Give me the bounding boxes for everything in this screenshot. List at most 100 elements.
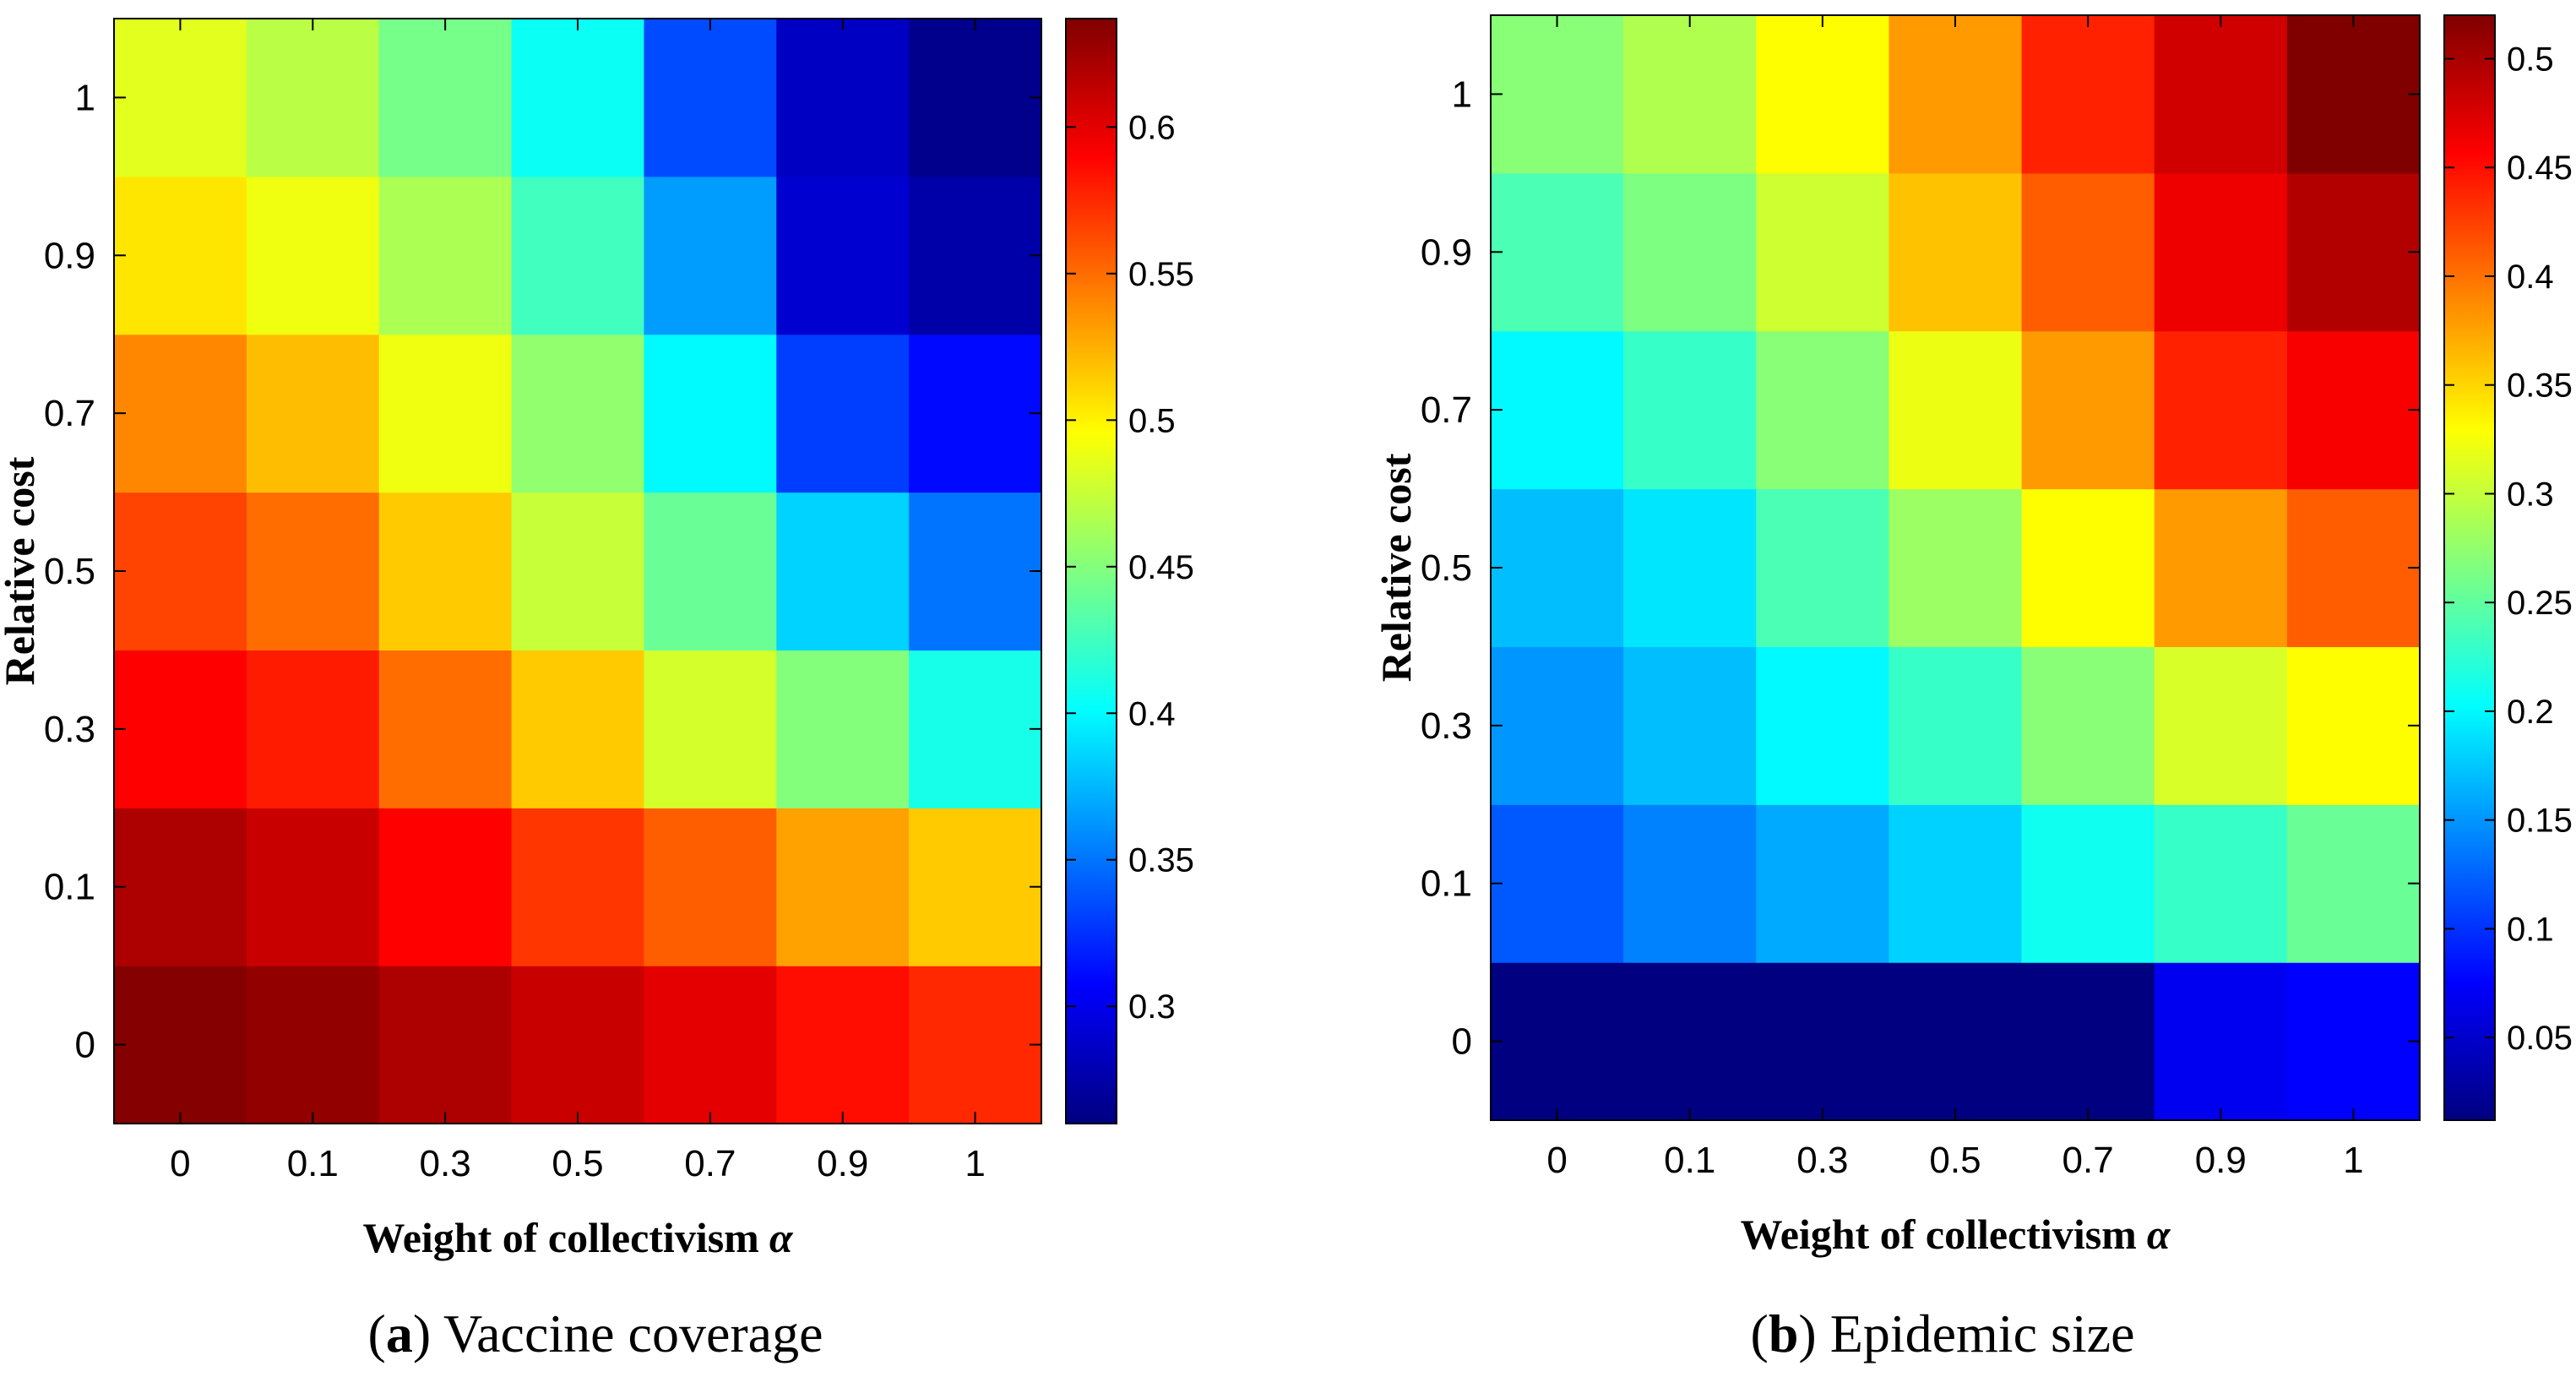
x-tick-label: 0.9 [2195,1140,2247,1181]
x-axis-title-text: Weight of collectivism [362,1214,758,1261]
y-tick-label: 0.7 [1421,389,1472,431]
colorbar [1065,18,1117,1124]
y-tick-label: 0.5 [44,551,95,592]
heatmap-cell [909,966,1042,1124]
heatmap-cell [114,650,247,808]
y-tick-label: 0.1 [44,867,95,908]
x-tick-label: 0.5 [552,1143,603,1184]
heatmap-cell [378,19,513,177]
alpha-symbol: α [2147,1211,2171,1258]
colorbar-tick-label: 0.35 [2507,367,2573,405]
y-tick-label: 0.3 [44,709,95,750]
panel-caption: (b) Epidemic size [1751,1304,2135,1363]
heatmap-cell [378,334,513,493]
heatmap-cell [2154,488,2288,648]
heatmap-cell [511,650,645,808]
colorbar-tick-label: 0.45 [2507,150,2573,187]
heatmap-cell [511,334,645,493]
heatmap-cell [644,334,777,493]
heatmap-cell [378,808,513,966]
heatmap-cell [909,650,1042,808]
heatmap-cell [246,492,380,651]
heatmap-cell [776,492,910,651]
heatmap-cell [644,650,777,808]
x-tick-label: 0.5 [1929,1140,1981,1181]
heatmap-cell [776,966,910,1124]
heatmap-cell [1623,804,1757,963]
y-axis-title: Relative cost [1372,453,1420,682]
x-tick-label: 0.7 [684,1143,736,1184]
colorbar-tick-label: 0.3 [2507,476,2554,513]
colorbar-tick-label: 0.3 [1128,988,1176,1026]
y-tick-label: 1 [1452,73,1472,115]
colorbar-tick-label: 0.25 [2507,585,2573,622]
heatmap-cell [1491,15,1624,174]
colorbar-tick-label: 0.2 [2507,694,2554,731]
y-axis-title: Relative cost [0,456,43,685]
x-tick-label: 0.9 [817,1143,868,1184]
heatmap-cell [378,966,513,1124]
colorbar-tick-label: 0.45 [1128,549,1194,586]
panel-caption: (a) Vaccine coverage [368,1304,823,1363]
heatmap-cell [2286,646,2421,805]
colorbar-tick-label: 0.55 [1128,256,1194,293]
caption-open-paren: ( [1751,1304,1769,1363]
heatmap-cell [1491,172,1624,332]
heatmap-cell [1756,488,1890,648]
colorbar-tick-label: 0.15 [2507,803,2573,840]
y-tick-label: 0.3 [1421,705,1472,747]
caption-letter: b [1769,1304,1799,1363]
colorbar [2443,14,2496,1121]
heatmap-cell [1491,804,1624,963]
heatmap-cell [1889,646,2023,805]
heatmap-cell [1889,804,2023,963]
heatmap-cell [776,19,910,177]
heatmap-cell [246,808,380,966]
heatmap-cell [2154,962,2288,1121]
colorbar-tick-label: 0.6 [1128,109,1176,146]
x-tick-label: 1 [965,1143,985,1184]
caption-letter: a [386,1304,413,1363]
caption-close-paren: ) [413,1304,443,1363]
heatmap-cell [378,650,513,808]
heatmap-cell [909,19,1042,177]
x-tick-label: 0.1 [287,1143,339,1184]
heatmap-cell [1756,15,1890,174]
heatmap-cell [1889,488,2023,648]
heatmap-cell [246,19,380,177]
heatmap-cell [909,492,1042,651]
heatmap-cell [909,176,1042,335]
heatmap-cell [511,966,645,1124]
caption-text: Epidemic size [1830,1304,2135,1363]
heatmap-cell [644,966,777,1124]
x-tick-label: 0 [1546,1140,1567,1181]
heatmap-cell [1756,330,1890,490]
heatmap-cell [2021,804,2155,963]
heatmap-cell [644,808,777,966]
heatmap-cell [1756,646,1890,805]
heatmap-cell [776,334,910,493]
heatmap-cell [776,176,910,335]
heatmap-cell [114,492,247,651]
colorbar-tick-label: 0.1 [2507,911,2554,948]
y-tick-label: 0.7 [44,393,95,434]
heatmap-cell [644,492,777,651]
heatmap-cell [246,966,380,1124]
heatmap-cell [246,334,380,493]
heatmap-cell [1491,962,1624,1121]
heatmap-cell [2021,488,2155,648]
heatmap-cell [2021,15,2155,174]
heatmap-cell [114,966,247,1124]
heatmap-cell [1889,962,2023,1121]
heatmap-cell [2154,646,2288,805]
heatmap-cell [1889,15,2023,174]
heatmap-cell [2286,962,2421,1121]
heatmap-cell [1889,172,2023,332]
heatmap-cell [2286,330,2421,490]
heatmap-cell [1623,15,1757,174]
heatmap-cell [378,492,513,651]
alpha-symbol: α [769,1214,794,1261]
heatmap-cell [2021,330,2155,490]
heatmap-cell [2154,804,2288,963]
